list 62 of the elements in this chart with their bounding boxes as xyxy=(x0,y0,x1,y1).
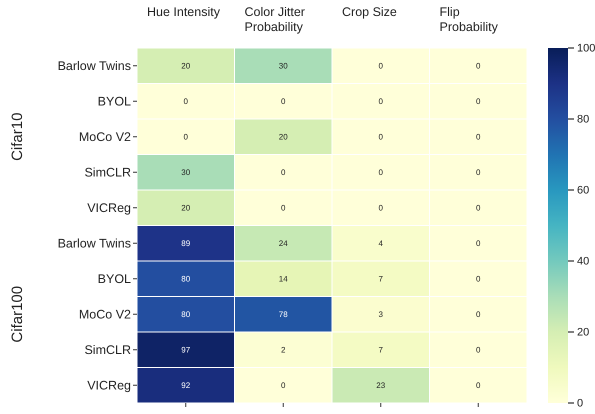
data-label: 92 xyxy=(181,381,191,390)
data-label: 20 xyxy=(278,132,288,142)
data-label: 20 xyxy=(181,62,191,71)
data-label: 97 xyxy=(181,346,191,355)
x-tick-label: Color Jitter Probability xyxy=(244,5,305,34)
color-bar-label: 0 xyxy=(577,398,584,410)
data-label: 0 xyxy=(378,97,384,106)
text: Cifar10 xyxy=(9,112,26,161)
text: Cifar100 xyxy=(9,286,26,343)
y-tick-label: BYOL xyxy=(98,94,132,109)
data-label: 3 xyxy=(378,310,384,320)
data-label: 24 xyxy=(278,239,288,248)
data-label: 80 xyxy=(181,274,191,284)
data-label: 14 xyxy=(278,274,288,284)
y-tick-label: SimCLR xyxy=(84,343,131,358)
color-bar-label: 40 xyxy=(577,256,590,268)
data-label: 23 xyxy=(376,381,386,390)
data-label: 0 xyxy=(184,132,189,142)
data-label: 0 xyxy=(281,381,286,390)
data-label: 0 xyxy=(378,204,384,213)
data-label: 0 xyxy=(476,132,482,142)
data-label: 2 xyxy=(281,346,286,355)
color-bar-label: 60 xyxy=(577,184,590,197)
data-label: 30 xyxy=(278,62,288,71)
y-tick-label: Barlow Twins xyxy=(58,236,131,251)
data-label: 89 xyxy=(181,239,191,248)
color-bar-label: 80 xyxy=(577,114,590,126)
data-label: 78 xyxy=(278,310,288,320)
data-label: 0 xyxy=(184,97,189,106)
x-tick-label: Flip Probability xyxy=(440,5,499,34)
data-label: 4 xyxy=(378,239,384,248)
x-tick-label: Hue Intensity xyxy=(147,5,221,19)
y-tick-label: MoCo V2 xyxy=(78,308,132,322)
data-label: 0 xyxy=(281,168,286,178)
y-tick-label: BYOL xyxy=(98,272,132,286)
data-label: 0 xyxy=(476,346,482,355)
data-label: 0 xyxy=(476,381,482,390)
data-label: 0 xyxy=(281,97,286,106)
color-bar-label: 20 xyxy=(577,326,590,339)
y-tick-label: VICReg xyxy=(87,201,132,216)
data-label: 20 xyxy=(181,204,191,213)
x-tick-label: Crop Size xyxy=(342,5,397,19)
y-tick-label: VICReg xyxy=(87,378,132,393)
data-label: 0 xyxy=(378,62,384,71)
data-label: 0 xyxy=(476,274,482,284)
y-tick-label: MoCo V2 xyxy=(78,130,132,144)
data-label: 0 xyxy=(476,310,482,320)
data-label: 0 xyxy=(378,132,384,142)
data-label: 0 xyxy=(476,168,482,178)
data-label: 7 xyxy=(378,274,384,284)
data-label: 80 xyxy=(181,310,191,320)
color-bar-label: 100 xyxy=(577,42,595,55)
data-label: 0 xyxy=(476,62,482,71)
data-label: 0 xyxy=(476,204,482,213)
y-tick-label: SimCLR xyxy=(84,166,131,180)
data-label: 30 xyxy=(181,168,191,178)
data-label: 0 xyxy=(378,168,384,178)
y-tick-label: Barlow Twins xyxy=(58,59,131,74)
data-label: 7 xyxy=(378,346,384,355)
data-label: 0 xyxy=(476,239,482,248)
data-label: 0 xyxy=(281,204,286,213)
data-label: 0 xyxy=(476,97,482,106)
